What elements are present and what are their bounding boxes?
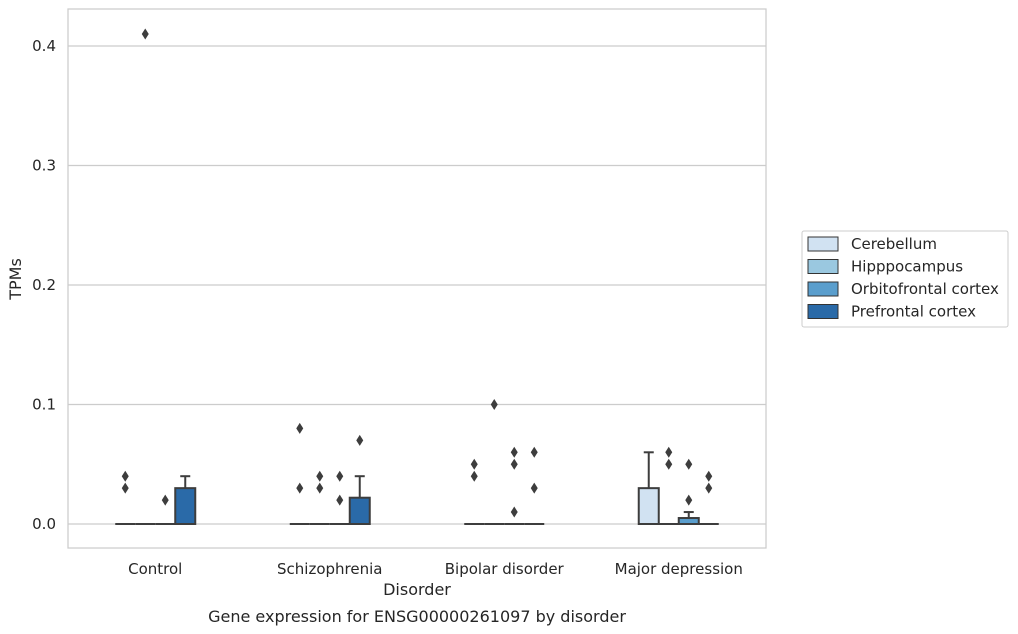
- outlier-point: [356, 434, 364, 446]
- outlier-point: [510, 458, 518, 470]
- y-axis-label: TPMs: [6, 258, 25, 301]
- outlier-point: [141, 28, 149, 40]
- legend-label: Cerebellum: [851, 235, 937, 253]
- outlier-point: [530, 482, 538, 494]
- y-tick-label: 0.2: [32, 276, 56, 294]
- outlier-point: [705, 470, 713, 482]
- x-axis-ticks: Control Schizophrenia Bipolar disorder Majo…: [128, 560, 743, 578]
- x-tick-label: Major depression: [615, 560, 743, 578]
- box-cerebellum: [464, 458, 485, 525]
- box-hipppocampus: [135, 28, 156, 525]
- outlier-point: [705, 482, 713, 494]
- outlier-point: [685, 458, 693, 470]
- outlier-point: [530, 446, 538, 458]
- outlier-point: [316, 482, 324, 494]
- outlier-point: [685, 494, 693, 506]
- box-body: [174, 487, 197, 525]
- box-body: [348, 496, 371, 525]
- outlier-point: [665, 446, 673, 458]
- y-tick-label: 0.1: [32, 396, 56, 414]
- plot-frame: [67, 8, 767, 549]
- outlier-point: [296, 422, 304, 434]
- box-body: [637, 487, 660, 525]
- box-cerebellum: [289, 422, 310, 525]
- outlier-point: [121, 470, 129, 482]
- outlier-point: [665, 458, 673, 470]
- box-prefrontal-cortex: [698, 470, 719, 525]
- outlier-point: [336, 470, 344, 482]
- y-tick-label: 0.4: [32, 37, 56, 55]
- x-tick-label: Control: [128, 560, 182, 578]
- gridlines: [68, 45, 766, 525]
- legend-swatch: [807, 281, 839, 297]
- outlier-point: [510, 446, 518, 458]
- box-hipppocampus: [484, 399, 505, 525]
- x-tick-label: Bipolar disorder: [445, 560, 565, 578]
- box-hipppocampus: [309, 470, 330, 525]
- legend-swatch: [807, 259, 839, 274]
- box-orbitofrontal-cortex: [504, 446, 525, 525]
- outlier-point: [161, 494, 169, 506]
- outlier-point: [490, 399, 498, 410]
- legend-frame: [801, 230, 1009, 328]
- box-orbitofrontal-cortex: [155, 494, 176, 525]
- legend-label: Hipppocampus: [851, 258, 963, 276]
- outlier-point: [470, 470, 478, 482]
- outlier-point: [470, 458, 478, 470]
- legend-label: Prefrontal cortex: [851, 303, 976, 321]
- box-prefrontal-cortex: [174, 475, 197, 525]
- legend-swatch: [807, 236, 839, 252]
- box-prefrontal-cortex: [524, 446, 545, 525]
- outlier-point: [121, 482, 129, 494]
- box-orbitofrontal-cortex: [677, 458, 700, 526]
- box-cerebellum: [115, 470, 136, 525]
- legend-label: Orbitofrontal cortex: [851, 280, 999, 298]
- y-tick-label: 0.0: [32, 515, 56, 533]
- box-cerebellum: [637, 451, 660, 525]
- x-tick-label: Schizophrenia: [277, 560, 382, 578]
- legend-swatch: [807, 304, 839, 319]
- box-plot-series: [115, 28, 719, 526]
- y-axis-ticks: 0.0 0.1 0.2 0.3 0.4: [32, 37, 56, 533]
- outlier-point: [510, 506, 518, 518]
- outlier-point: [316, 470, 324, 482]
- outlier-point: [296, 482, 304, 494]
- box-orbitofrontal-cortex: [329, 470, 350, 525]
- outlier-point: [336, 494, 344, 506]
- box-prefrontal-cortex: [348, 434, 371, 525]
- box-hipppocampus: [658, 446, 679, 525]
- legend: Cerebellum Hipppocampus Orbitofrontal cort…: [801, 230, 1009, 328]
- y-tick-label: 0.3: [32, 157, 56, 175]
- x-axis-label: Disorder: [383, 580, 451, 599]
- figure-caption: Gene expression for ENSG00000261097 by d…: [208, 607, 626, 626]
